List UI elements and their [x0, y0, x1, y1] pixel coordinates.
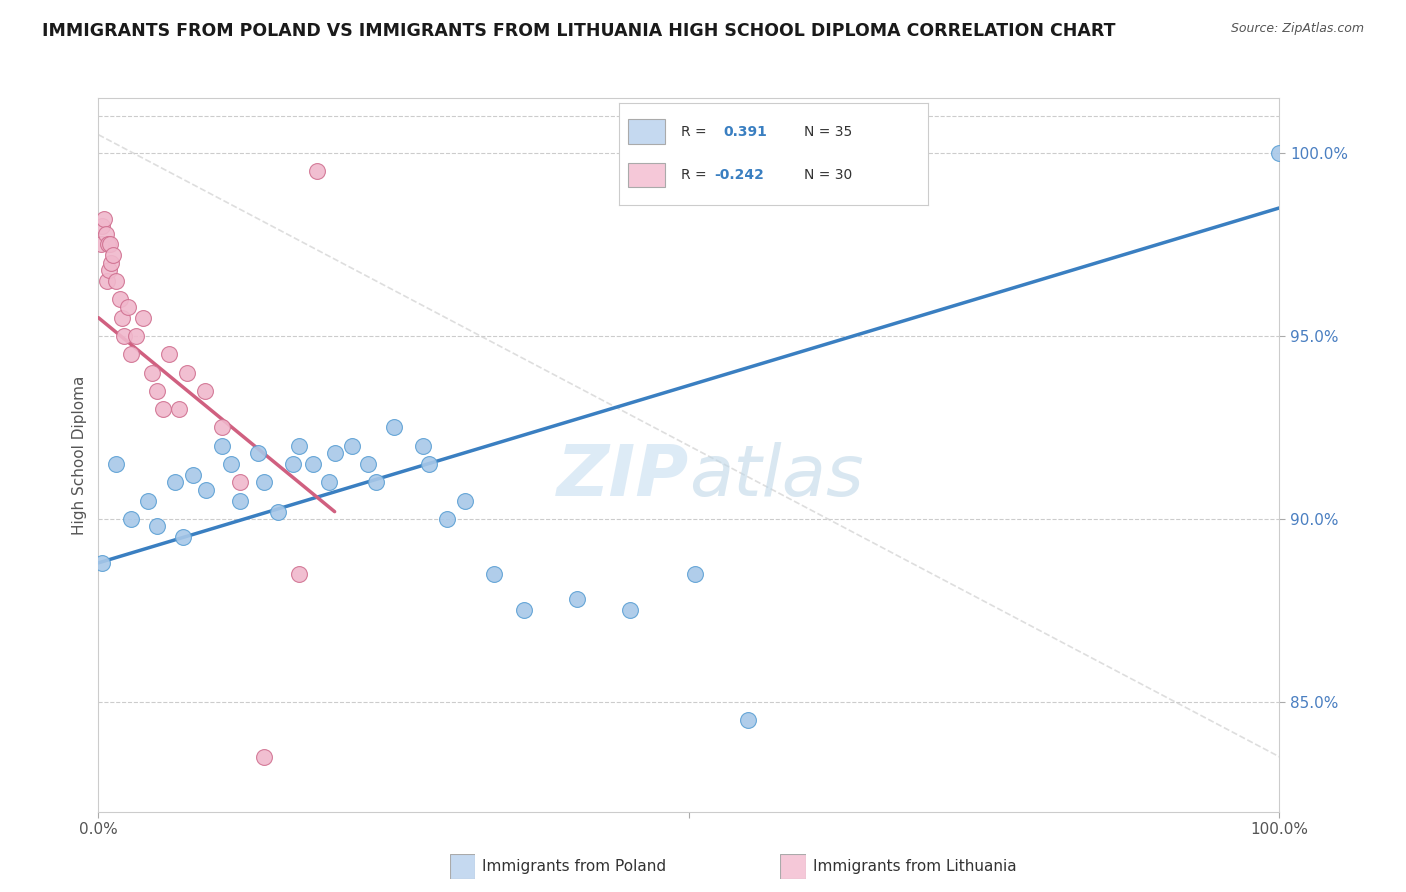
Point [97, 237, 120, 252]
Point [94, 227, 117, 241]
Text: IMMIGRANTS FROM POLAND VS IMMIGRANTS FROM LITHUANIA HIGH SCHOOL DIPLOMA CORRELAT: IMMIGRANTS FROM POLAND VS IMMIGRANTS FRO… [42, 22, 1116, 40]
FancyBboxPatch shape [628, 163, 665, 187]
Point [152, 402, 174, 417]
Point [412, 439, 434, 453]
Point [737, 713, 759, 727]
Point [418, 457, 440, 471]
Point [172, 530, 194, 544]
Point [105, 274, 128, 288]
Point [165, 475, 187, 490]
Point [108, 293, 131, 307]
Text: -0.242: -0.242 [714, 169, 765, 182]
Text: R =: R = [681, 125, 706, 138]
Text: Immigrants from Poland: Immigrants from Poland [482, 859, 666, 873]
Point [246, 446, 269, 460]
Point [96, 274, 118, 288]
Point [229, 475, 252, 490]
Point [194, 384, 217, 398]
Point [146, 384, 169, 398]
Point [112, 329, 135, 343]
Y-axis label: High School Diploma: High School Diploma [72, 376, 87, 534]
Point [288, 566, 311, 581]
Text: 0.391: 0.391 [724, 125, 768, 138]
Point [125, 329, 148, 343]
Point [357, 457, 380, 471]
Point [117, 300, 139, 314]
Text: Source: ZipAtlas.com: Source: ZipAtlas.com [1230, 22, 1364, 36]
Text: N = 30: N = 30 [804, 169, 852, 182]
Point [98, 237, 121, 252]
Point [253, 475, 276, 490]
Point [101, 248, 124, 262]
Point [565, 592, 588, 607]
Point [253, 749, 276, 764]
Point [382, 420, 405, 434]
Point [229, 493, 252, 508]
Point [305, 164, 328, 178]
Point [91, 556, 114, 570]
Point [619, 603, 641, 617]
Point [90, 237, 112, 252]
Point [121, 347, 143, 361]
Point [323, 446, 346, 460]
Point [132, 310, 155, 325]
Point [111, 310, 134, 325]
Point [288, 439, 311, 453]
Point [181, 468, 204, 483]
Point [157, 347, 180, 361]
Point [318, 475, 340, 490]
Point [219, 457, 242, 471]
Point [453, 493, 475, 508]
Point [482, 566, 505, 581]
Point [146, 519, 169, 533]
Text: ZIP: ZIP [557, 442, 689, 511]
Point [167, 402, 190, 417]
Text: Immigrants from Lithuania: Immigrants from Lithuania [813, 859, 1017, 873]
Point [93, 211, 115, 226]
Point [267, 505, 290, 519]
Point [1268, 146, 1291, 161]
Point [211, 439, 233, 453]
Point [105, 457, 128, 471]
Point [364, 475, 387, 490]
Point [211, 420, 233, 434]
Text: R =: R = [681, 169, 706, 182]
FancyBboxPatch shape [628, 120, 665, 144]
Point [100, 256, 122, 270]
Point [342, 439, 364, 453]
Point [136, 493, 159, 508]
Point [121, 512, 143, 526]
Point [98, 263, 121, 277]
Text: atlas: atlas [689, 442, 863, 511]
Point [436, 512, 458, 526]
Text: N = 35: N = 35 [804, 125, 852, 138]
Point [302, 457, 325, 471]
Point [141, 366, 163, 380]
Point [194, 483, 217, 497]
Point [176, 366, 198, 380]
Point [683, 566, 706, 581]
Point [512, 603, 534, 617]
Point [91, 219, 114, 234]
Point [283, 457, 305, 471]
